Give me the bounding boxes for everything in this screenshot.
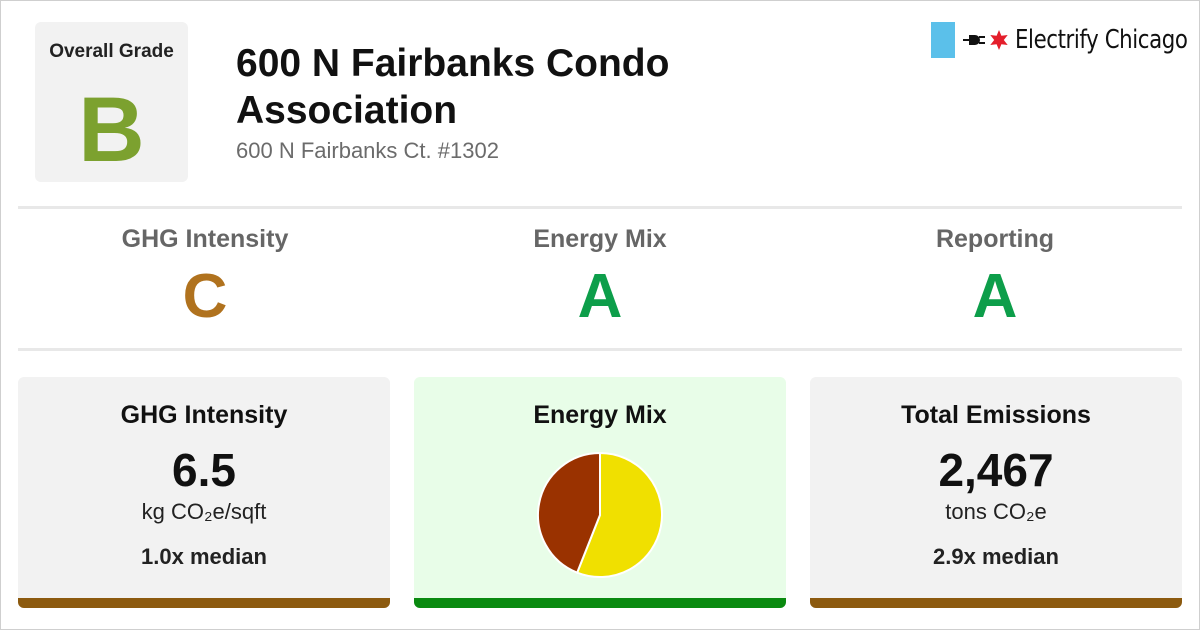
subgrade-ghg-intensity: GHG Intensity C (8, 225, 402, 328)
electrify-chicago-logo[interactable]: Electrify Chicago (931, 22, 1200, 58)
star-icon (990, 30, 1008, 50)
pie-slice-1 (537, 451, 601, 574)
subgrade-energy-mix: Energy Mix A (403, 225, 797, 328)
total-emissions-unit: tons CO₂e (945, 499, 1047, 524)
divider (18, 206, 1182, 209)
subgrade-label: GHG Intensity (121, 225, 289, 253)
card-title: Energy Mix (533, 401, 667, 429)
ghg-intensity-value: 6.5 (172, 444, 236, 496)
ghg-intensity-unit: kg CO₂e/sqft (141, 499, 267, 524)
overall-grade-box: Overall Grade B (35, 22, 188, 182)
divider (18, 348, 1182, 351)
card-accent-bar (18, 598, 390, 608)
card-accent-bar (414, 598, 786, 608)
energy-mix-card: Energy Mix (414, 377, 786, 608)
total-emissions-median: 2.9x median (933, 544, 1059, 569)
building-address: 600 N Fairbanks Ct. #1302 (236, 138, 499, 163)
brand-name: Electrify Chicago (1015, 25, 1188, 55)
subgrade-letter: A (972, 262, 1018, 331)
total-emissions-value: 2,467 (938, 444, 1054, 496)
card-title: GHG Intensity (120, 401, 288, 429)
ghg-intensity-median: 1.0x median (141, 544, 267, 569)
flag-stripe-icon (931, 22, 955, 58)
subgrade-label: Energy Mix (533, 225, 667, 253)
overall-grade-label: Overall Grade (49, 41, 174, 62)
subgrade-letter: C (182, 262, 228, 331)
card-accent-bar (810, 598, 1182, 608)
overall-grade-letter: B (78, 79, 145, 181)
subgrade-reporting: Reporting A (798, 225, 1192, 328)
subgrade-letter: A (577, 262, 623, 331)
pie-slice-0 (575, 451, 663, 578)
ghg-intensity-card: GHG Intensity 6.5 kg CO₂e/sqft 1.0x medi… (18, 377, 390, 608)
building-name: 600 N Fairbanks Condo Association (236, 42, 670, 132)
energy-mix-pie-chart (537, 451, 663, 578)
plug-icon (963, 35, 985, 45)
total-emissions-card: Total Emissions 2,467 tons CO₂e 2.9x med… (810, 377, 1182, 608)
subgrade-label: Reporting (935, 225, 1055, 253)
card-title: Total Emissions (901, 401, 1091, 429)
